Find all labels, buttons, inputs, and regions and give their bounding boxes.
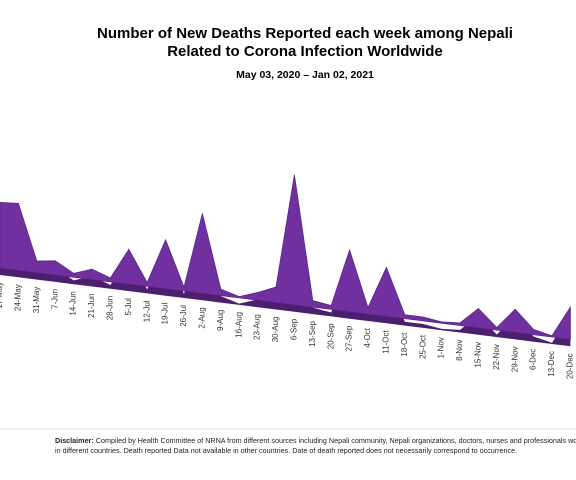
disclaimer: Disclaimer: Compiled by Health Committee… bbox=[55, 436, 576, 455]
x-tick-label: 28-Jun bbox=[106, 296, 115, 320]
x-tick-label: 23-Aug bbox=[253, 314, 262, 340]
x-tick-label: 25-Oct bbox=[418, 334, 427, 359]
x-tick-label: 4-Oct bbox=[363, 327, 372, 347]
x-tick-label: 12-Jul bbox=[142, 300, 151, 322]
x-tick-label: 17-May bbox=[0, 282, 4, 309]
x-tick-label: 14-Jun bbox=[69, 291, 78, 315]
x-tick-label: 13-Sep bbox=[308, 321, 317, 347]
x-tick-label: 20-Sep bbox=[326, 323, 335, 349]
chart-title: Number of New Deaths Reported each week … bbox=[97, 25, 513, 42]
x-tick-label: 21-Jun bbox=[87, 294, 96, 318]
x-tick-label: 26-Jul bbox=[179, 305, 188, 327]
x-tick-label: 13-Dec bbox=[547, 351, 556, 377]
x-tick-label: 30-Aug bbox=[271, 317, 280, 343]
x-tick-label: 1-Nov bbox=[437, 337, 446, 358]
x-tick-label: 16-Aug bbox=[234, 312, 243, 338]
x-tick-label: 31-May bbox=[32, 287, 41, 314]
x-tick-label: 2-Aug bbox=[198, 307, 207, 328]
x-tick-label: 19-Jul bbox=[161, 302, 170, 324]
x-tick-label: 22-Nov bbox=[492, 344, 501, 370]
x-tick-label: 6-Dec bbox=[529, 349, 538, 370]
x-tick-label: 24-May bbox=[14, 284, 23, 311]
x-tick-label: 20-Dec bbox=[566, 353, 575, 379]
disclaimer-text: Compiled by Health Committee of NRNA fro… bbox=[55, 436, 576, 455]
x-tick-label: 9-Aug bbox=[216, 310, 225, 331]
disclaimer-label: Disclaimer: bbox=[55, 436, 94, 445]
area bbox=[0, 174, 571, 340]
x-tick-label: 18-Oct bbox=[400, 332, 409, 357]
x-tick-label: 8-Nov bbox=[455, 340, 464, 361]
x-tick-label: 15-Nov bbox=[474, 342, 483, 368]
chart-title: Related to Corona Infection Worldwide bbox=[167, 43, 443, 60]
chart-subtitle: May 03, 2020 – Jan 02, 2021 bbox=[236, 69, 374, 81]
chart: Number of New Deaths Reported each week … bbox=[0, 25, 576, 430]
x-tick-label: 5-Jul bbox=[124, 298, 133, 316]
x-tick-label: 6-Sep bbox=[290, 318, 299, 340]
x-tick-label: 29-Nov bbox=[510, 346, 519, 372]
x-tick-label: 7-Jun bbox=[50, 289, 59, 309]
x-tick-label: 11-Oct bbox=[382, 330, 391, 354]
x-tick-label: 27-Sep bbox=[345, 325, 354, 351]
